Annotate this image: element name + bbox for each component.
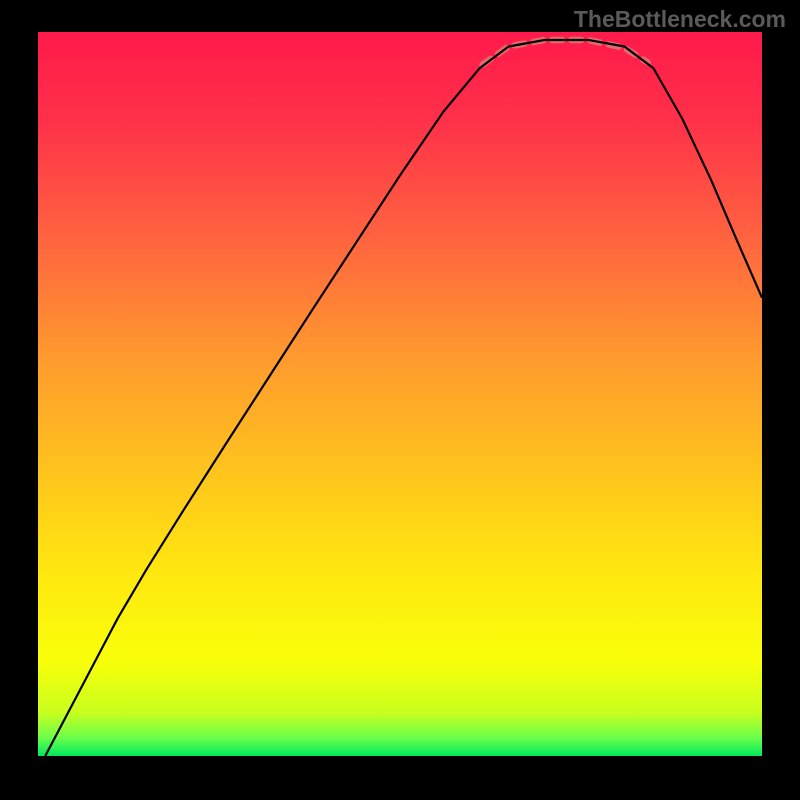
bottleneck-curve [45, 40, 762, 756]
chart-plot-area [38, 32, 762, 756]
chart-curve [38, 32, 762, 756]
marker-band [483, 40, 648, 65]
watermark-text: TheBottleneck.com [574, 6, 786, 33]
